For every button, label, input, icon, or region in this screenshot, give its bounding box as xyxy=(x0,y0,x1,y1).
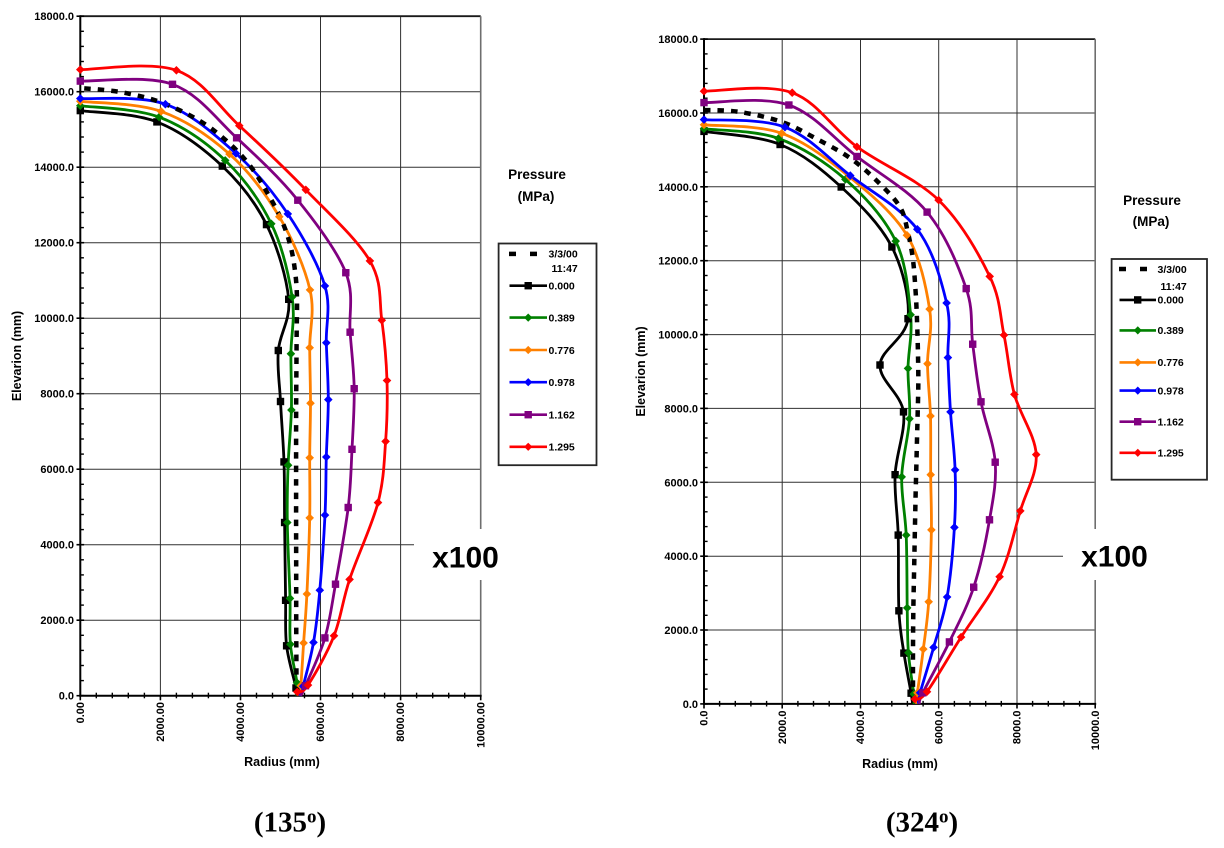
svg-text:Radius (mm): Radius (mm) xyxy=(244,755,320,769)
svg-text:0.0: 0.0 xyxy=(699,711,711,726)
svg-text:18000.0: 18000.0 xyxy=(658,34,698,46)
svg-text:2000.0: 2000.0 xyxy=(40,615,74,627)
svg-text:x100: x100 xyxy=(1081,541,1148,574)
svg-text:6000.0: 6000.0 xyxy=(40,464,74,476)
svg-text:0.389: 0.389 xyxy=(549,312,575,324)
svg-text:1.295: 1.295 xyxy=(549,442,575,454)
svg-text:(135o): (135o) xyxy=(254,807,326,839)
svg-text:1.162: 1.162 xyxy=(549,410,575,422)
svg-text:0.000: 0.000 xyxy=(1158,295,1184,307)
svg-text:10000.0: 10000.0 xyxy=(34,313,74,325)
svg-text:0.0: 0.0 xyxy=(59,691,74,703)
svg-text:0.776: 0.776 xyxy=(549,345,575,357)
svg-text:4000.0: 4000.0 xyxy=(40,540,74,552)
svg-text:8000.0: 8000.0 xyxy=(664,403,698,415)
svg-text:x100: x100 xyxy=(432,542,499,575)
svg-text:18000.0: 18000.0 xyxy=(34,11,74,23)
svg-text:Pressure: Pressure xyxy=(1123,193,1181,208)
svg-text:12000.0: 12000.0 xyxy=(34,238,74,250)
svg-text:4000.00: 4000.00 xyxy=(235,702,247,742)
svg-text:10000.00: 10000.00 xyxy=(475,702,487,748)
svg-text:2000.0: 2000.0 xyxy=(664,625,698,637)
svg-text:6000.0: 6000.0 xyxy=(933,711,945,745)
svg-text:0.00: 0.00 xyxy=(75,702,87,723)
svg-text:11:47: 11:47 xyxy=(552,263,578,275)
svg-text:16000.0: 16000.0 xyxy=(34,87,74,99)
svg-text:11:47: 11:47 xyxy=(1161,281,1187,293)
svg-text:8000.00: 8000.00 xyxy=(395,702,407,742)
svg-text:16000.0: 16000.0 xyxy=(658,108,698,120)
svg-text:1.295: 1.295 xyxy=(1158,448,1184,460)
svg-text:2000.0: 2000.0 xyxy=(777,711,789,745)
svg-text:0.000: 0.000 xyxy=(549,281,575,293)
svg-text:10000.0: 10000.0 xyxy=(1090,711,1102,751)
svg-text:0.978: 0.978 xyxy=(1158,385,1184,397)
svg-text:6000.00: 6000.00 xyxy=(315,702,327,742)
svg-text:Elevarion (mm): Elevarion (mm) xyxy=(634,326,648,416)
svg-text:10000.0: 10000.0 xyxy=(658,330,698,342)
svg-text:1.162: 1.162 xyxy=(1158,417,1184,429)
svg-text:14000.0: 14000.0 xyxy=(34,162,74,174)
svg-text:0.978: 0.978 xyxy=(549,377,575,389)
svg-text:6000.0: 6000.0 xyxy=(664,477,698,489)
svg-text:2000.00: 2000.00 xyxy=(155,702,167,742)
svg-text:3/3/00: 3/3/00 xyxy=(549,249,578,261)
svg-text:0.0: 0.0 xyxy=(683,699,698,711)
svg-text:12000.0: 12000.0 xyxy=(658,256,698,268)
svg-text:14000.0: 14000.0 xyxy=(658,182,698,194)
svg-text:4000.0: 4000.0 xyxy=(664,551,698,563)
svg-text:(MPa): (MPa) xyxy=(518,189,555,204)
svg-text:0.389: 0.389 xyxy=(1158,325,1184,337)
svg-text:8000.0: 8000.0 xyxy=(1012,711,1024,745)
svg-text:3/3/00: 3/3/00 xyxy=(1158,264,1187,276)
svg-text:Elevarion (mm): Elevarion (mm) xyxy=(10,311,24,401)
svg-text:0.776: 0.776 xyxy=(1158,357,1184,369)
svg-text:4000.0: 4000.0 xyxy=(855,711,867,745)
svg-text:8000.0: 8000.0 xyxy=(40,389,74,401)
svg-text:Pressure: Pressure xyxy=(508,167,566,182)
svg-text:(MPa): (MPa) xyxy=(1133,214,1170,229)
svg-text:Radius (mm): Radius (mm) xyxy=(862,757,938,771)
